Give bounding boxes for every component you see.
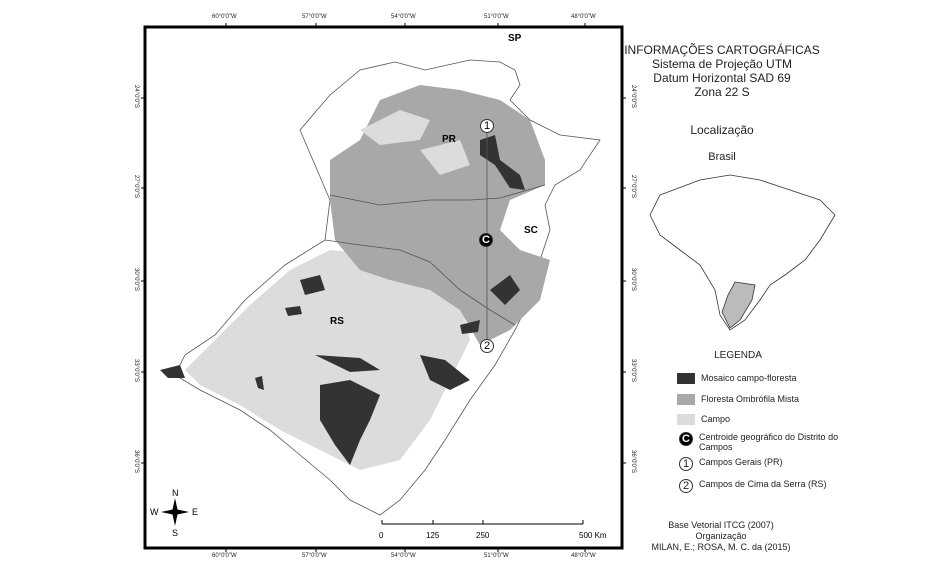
info-projection: Sistema de Projeção UTM	[651, 57, 793, 71]
right-tick-label: 36°0'0"S	[630, 450, 636, 474]
compass-rose-icon	[161, 498, 189, 526]
bottom-tick-label: 60°0'0"W	[212, 553, 237, 559]
left-tick-label: 36°0'0"S	[133, 450, 139, 474]
compass-s: S	[172, 528, 179, 538]
scale-label: 500 Km	[579, 531, 607, 540]
number-one-icon: 1	[679, 457, 693, 471]
scale-bar	[381, 520, 584, 525]
legend-title: LEGENDA	[714, 350, 762, 361]
state-label-pr: PR	[442, 134, 456, 145]
credits-source: Base Vetorial ITCG (2007)	[668, 520, 774, 530]
right-tick-label: 33°0'0"S	[630, 359, 636, 383]
legend-item: Mosaico campo-floresta	[677, 373, 797, 384]
compass-n: N	[172, 488, 179, 498]
top-tick-label: 57°0'0"W	[302, 14, 327, 20]
left-tick-label: 30°0'0"S	[133, 268, 139, 292]
right-tick-label: 27°0'0"S	[630, 175, 636, 199]
graticule-ticks	[141, 23, 626, 552]
brazil-inset-map	[649, 174, 836, 331]
legend-item: C Centroide geográfico do Distrito do Cam…	[677, 432, 847, 452]
compass-e: E	[192, 507, 199, 517]
marker-campos-cima-serra: 2	[480, 339, 494, 353]
swatch-mosaico	[677, 373, 695, 384]
top-tick-label: 54°0'0"W	[391, 14, 416, 20]
swatch-campo	[677, 414, 695, 425]
scale-label: 0	[379, 531, 384, 540]
credits: Base Vetorial ITCG (2007) Organização MI…	[646, 520, 796, 553]
marker-campos-gerais: 1	[480, 119, 494, 133]
centroid-icon: C	[679, 432, 693, 446]
legend-item: Campo	[677, 414, 730, 425]
number-two-icon: 2	[679, 479, 693, 493]
bottom-tick-label: 54°0'0"W	[391, 553, 416, 559]
credits-org-label: Organização	[695, 531, 747, 541]
legend-item: 1 Campos Gerais (PR)	[677, 457, 783, 471]
scale-label: 250	[476, 531, 490, 540]
left-tick-label: 24°0'0"S	[133, 85, 139, 109]
right-tick-label: 30°0'0"S	[630, 268, 636, 292]
top-tick-label: 51°0'0"W	[484, 14, 509, 20]
swatch-floresta	[677, 394, 695, 405]
credits-authors: MILAN, E.; ROSA, M. C. da (2015)	[651, 542, 791, 552]
compass-w: W	[150, 507, 159, 517]
cartographic-info: INFORMAÇÕES CARTOGRÁFICAS Sistema de Pro…	[622, 43, 822, 99]
bottom-tick-label: 57°0'0"W	[302, 553, 327, 559]
top-tick-label: 48°0'0"W	[571, 14, 596, 20]
legend-item: 2 Campos de Cima da Serra (RS)	[677, 479, 827, 493]
marker-centroid: C	[479, 233, 493, 247]
country-label: Brasil	[708, 151, 736, 163]
info-title: INFORMAÇÕES CARTOGRÁFICAS	[624, 43, 820, 57]
scale-label: 125	[426, 531, 440, 540]
bottom-tick-label: 48°0'0"W	[571, 553, 596, 559]
state-label-sp: SP	[508, 33, 522, 44]
left-tick-label: 27°0'0"S	[133, 175, 139, 199]
state-label-rs: RS	[330, 316, 344, 327]
legend-item: Floresta Ombrófila Mista	[677, 394, 799, 405]
mosaico-campo-floresta-areas	[160, 135, 525, 465]
left-tick-label: 33°0'0"S	[133, 359, 139, 383]
info-datum: Datum Horizontal SAD 69	[653, 71, 791, 85]
state-borders	[324, 184, 546, 326]
info-zone: Zona 22 S	[694, 85, 750, 99]
bottom-tick-label: 51°0'0"W	[484, 553, 509, 559]
state-label-sc: SC	[524, 225, 538, 236]
location-title: Localização	[690, 123, 754, 137]
top-tick-label: 60°0'0"W	[212, 14, 237, 20]
